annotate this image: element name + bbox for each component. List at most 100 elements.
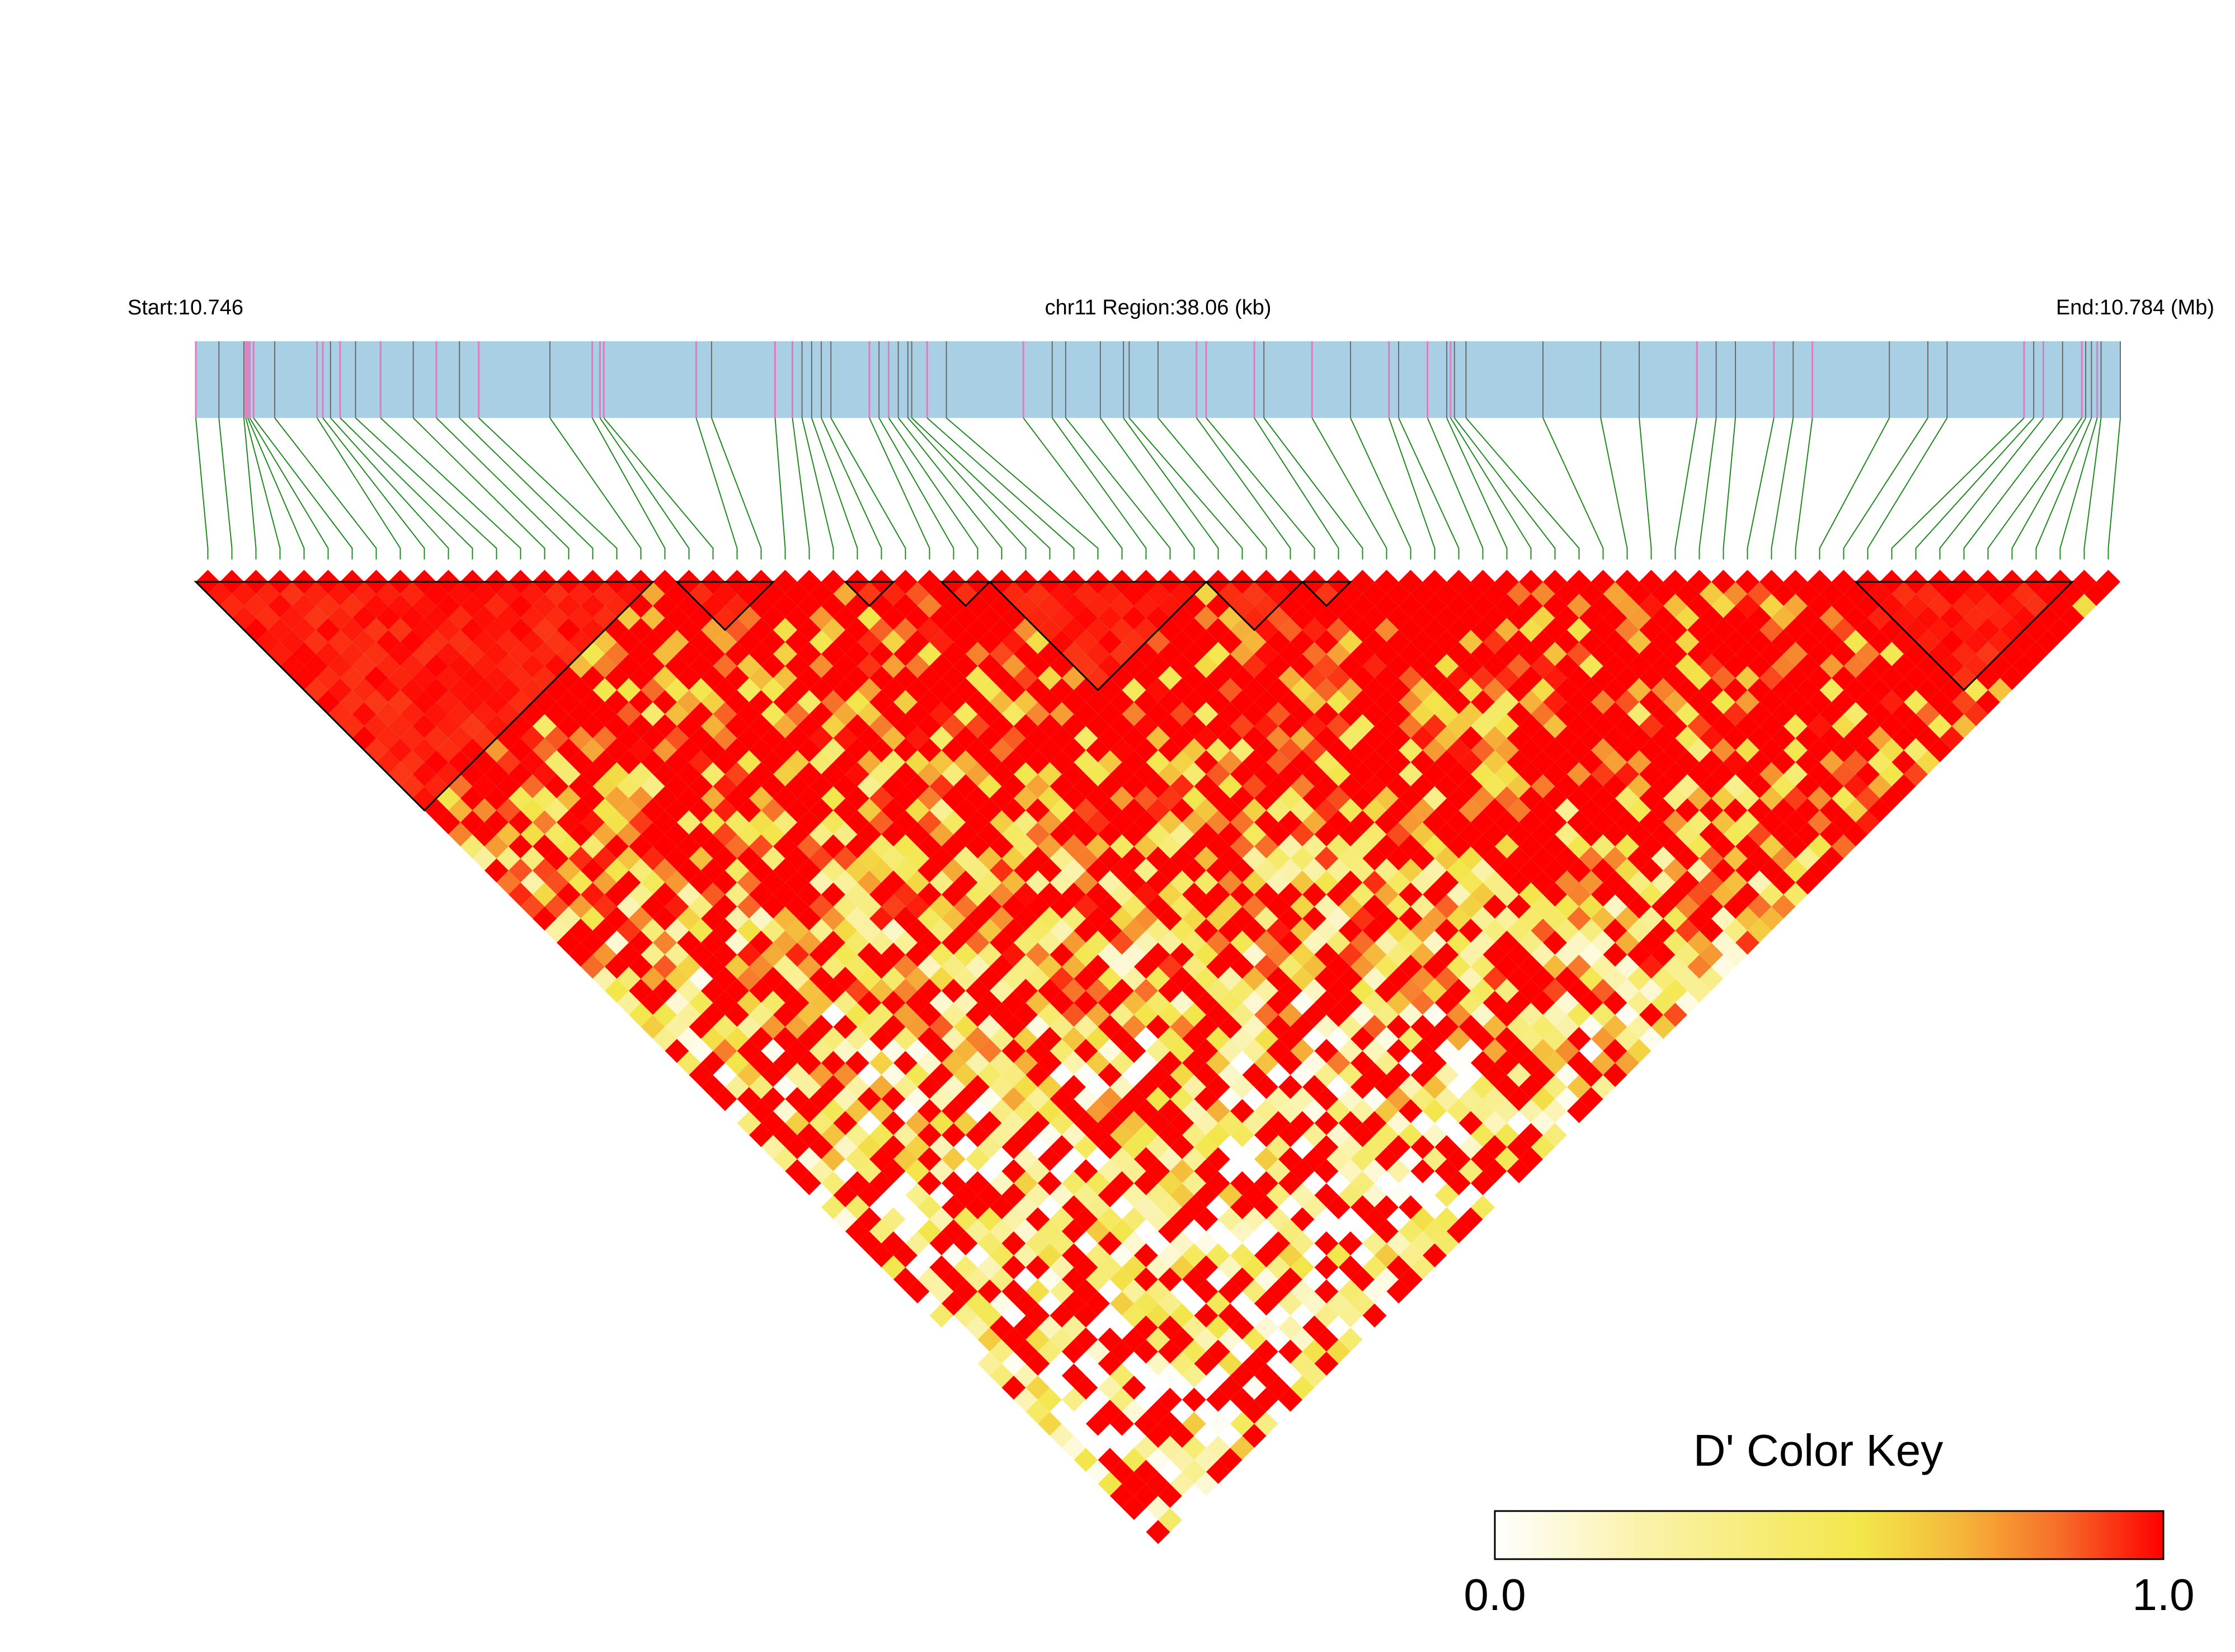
- region-start-label: Start:10.746: [128, 296, 243, 319]
- snp-connector: [1843, 417, 1928, 559]
- snp-connector: [821, 417, 882, 559]
- snp-connector: [1639, 417, 1652, 559]
- snp-diamond: [1615, 570, 1639, 594]
- snp-connector: [274, 417, 377, 559]
- snp-diamond: [1423, 570, 1447, 594]
- ld-block-outline: [194, 581, 655, 812]
- region-title: chr11 Region:38.06 (kb): [1045, 296, 1272, 319]
- snp-connector: [340, 417, 473, 559]
- snp-connector: [1747, 417, 1775, 559]
- snp-connector: [1674, 417, 1698, 559]
- snp-diamond: [1687, 570, 1711, 594]
- snp-connector: [1398, 417, 1460, 559]
- snp-connector: [218, 417, 233, 559]
- snp-marker-group: [195, 341, 2121, 418]
- snp-connector: [459, 417, 594, 559]
- snp-connector: [945, 417, 1099, 559]
- snp-connector: [801, 417, 834, 559]
- snp-diamond: [1351, 570, 1375, 594]
- snp-connector: [478, 417, 618, 559]
- snp-diamond: [1591, 570, 1615, 594]
- snp-connector: [897, 417, 1003, 559]
- snp-connector: [195, 417, 209, 559]
- snp-connector: [869, 417, 930, 559]
- snp-connector: [1723, 417, 1736, 559]
- snp-connector: [888, 417, 978, 559]
- snp-connector: [1427, 417, 1484, 559]
- snp-connector: [1388, 417, 1436, 559]
- ld-block-outline: [1300, 581, 1353, 608]
- snp-diamond: [1711, 570, 1735, 594]
- snp-diamond: [1808, 570, 1832, 594]
- snp-connector: [1453, 417, 1556, 559]
- snp-connector: [926, 417, 1075, 559]
- ld-block-outline: [1853, 581, 2074, 691]
- snp-connector: [1254, 417, 1339, 559]
- snp-connector: [2083, 417, 2102, 559]
- snp-connector-group: [195, 417, 2121, 559]
- snp-diamond: [2096, 570, 2120, 594]
- snp-connector: [599, 417, 690, 559]
- snp-diamond: [917, 570, 942, 594]
- snp-connector: [1065, 417, 1171, 559]
- snp-connector: [413, 417, 545, 559]
- snp-connector: [1099, 417, 1195, 559]
- snp-connector: [1915, 417, 2034, 559]
- snp-diamond: [1399, 570, 1423, 594]
- snp-diamond: [1375, 570, 1399, 594]
- snp-connector: [2107, 417, 2121, 559]
- snp-diamond: [893, 570, 917, 594]
- snp-diamond: [1471, 570, 1495, 594]
- snp-connector: [1446, 417, 1508, 559]
- snp-diamond: [1832, 570, 1856, 594]
- snp-connector: [907, 417, 1027, 559]
- ld-block-outline: [675, 581, 775, 632]
- snp-connector: [1206, 417, 1315, 559]
- snp-connector: [911, 417, 1051, 559]
- snp-connector: [811, 417, 858, 559]
- snp-connector: [355, 417, 497, 559]
- snp-connector: [1542, 417, 1604, 559]
- snp-connector: [243, 417, 257, 559]
- snp-connector: [1698, 417, 1717, 559]
- snp-connector: [249, 417, 329, 559]
- snp-diamond: [1519, 570, 1543, 594]
- snp-connector: [1123, 417, 1219, 559]
- snp-connector: [1051, 417, 1147, 559]
- snp-connector: [1867, 417, 1948, 559]
- snp-diamond: [1759, 570, 1784, 594]
- ld-heatmap: [196, 570, 2120, 1544]
- snp-diamond: [1735, 570, 1759, 594]
- color-key-gradient-bar: [1494, 1510, 2165, 1560]
- snp-diamond: [1639, 570, 1663, 594]
- snp-diamond: [773, 570, 797, 594]
- snp-connector: [380, 417, 521, 559]
- snp-connector: [1450, 417, 1532, 559]
- snp-diamond: [653, 570, 677, 594]
- snp-diamond: [1784, 570, 1808, 594]
- snp-connector: [247, 417, 305, 559]
- snp-connector: [1771, 417, 1794, 559]
- ld-block-outline: [939, 581, 992, 608]
- snp-connector: [330, 417, 449, 559]
- snp-connector: [549, 417, 642, 559]
- snp-connector: [253, 417, 353, 559]
- ld-block-outline: [1204, 581, 1305, 632]
- ld-block-outline: [843, 581, 896, 608]
- snp-connector: [1963, 417, 2063, 559]
- snp-connector: [436, 417, 570, 559]
- snp-diamond: [1495, 570, 1519, 594]
- snp-connector: [1987, 417, 2083, 559]
- snp-connector: [2059, 417, 2098, 559]
- snp-connector: [1465, 417, 1580, 559]
- snp-connector: [1350, 417, 1411, 559]
- snp-connector: [695, 417, 738, 559]
- snp-connector: [2011, 417, 2086, 559]
- snp-connector: [1939, 417, 2044, 559]
- snp-connector: [1795, 417, 1813, 559]
- snp-connector: [245, 417, 281, 559]
- snp-connector: [711, 417, 762, 559]
- snp-connector: [1023, 417, 1123, 559]
- snp-connector: [1819, 417, 1890, 559]
